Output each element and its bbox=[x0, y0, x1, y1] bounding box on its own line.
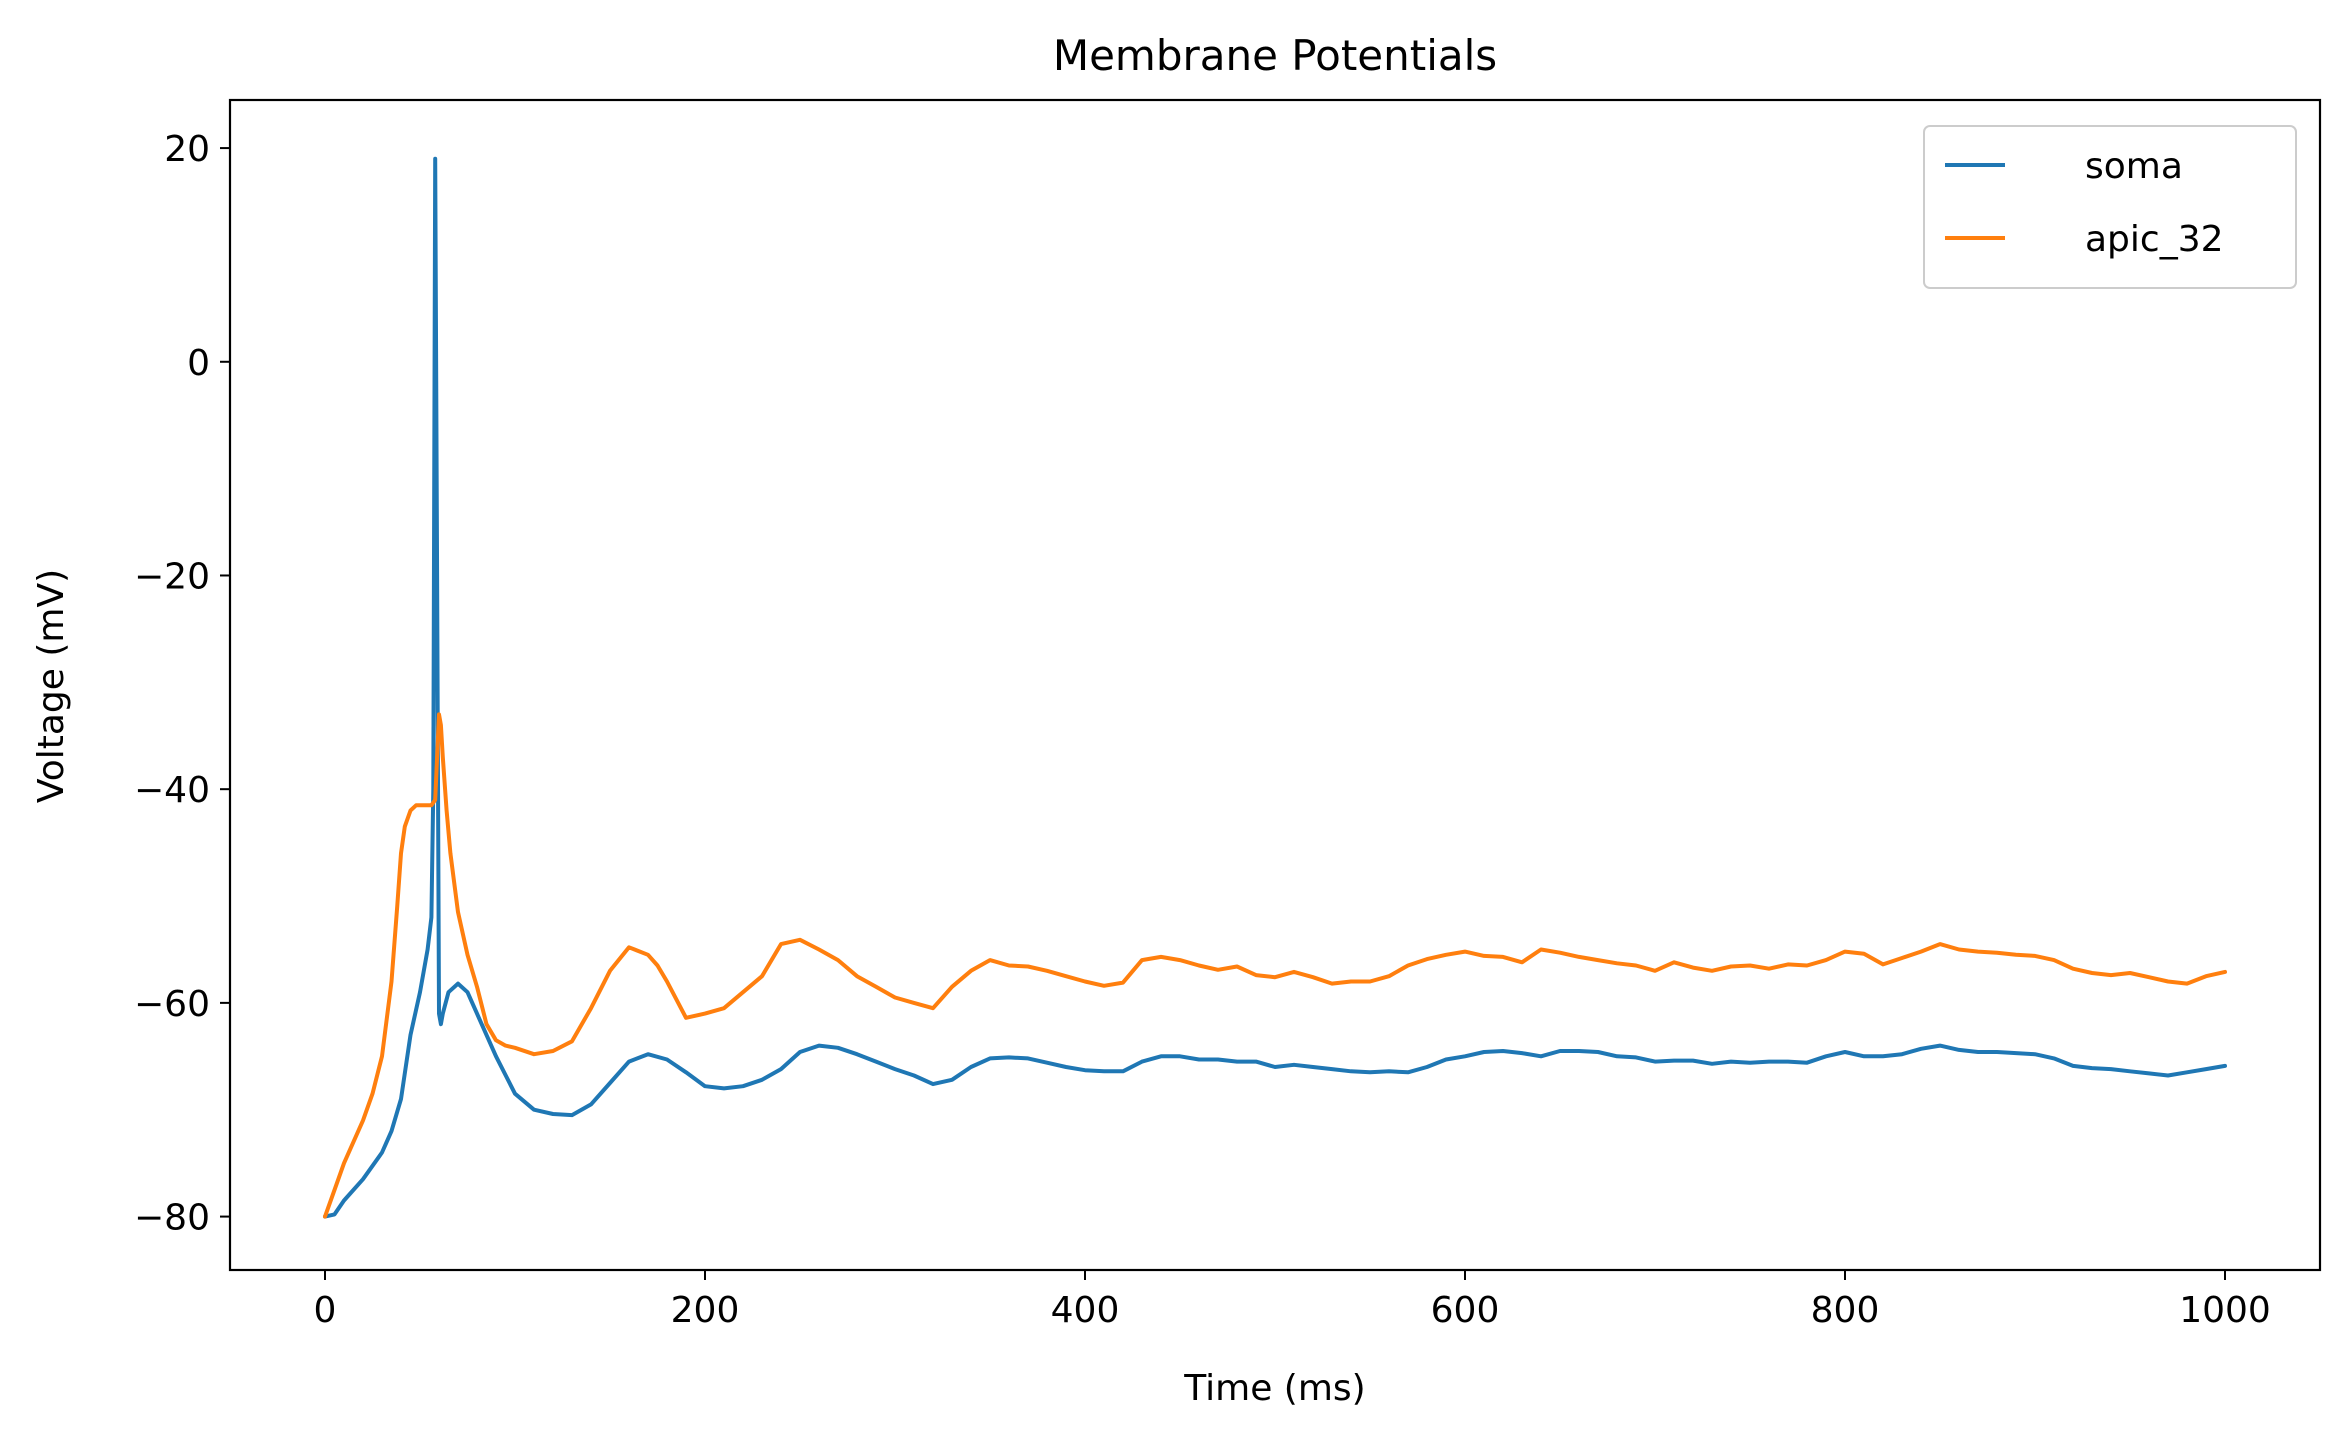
y-tick-label: −40 bbox=[134, 770, 210, 811]
x-tick-label: 400 bbox=[1051, 1290, 1120, 1331]
x-axis-label: Time (ms) bbox=[1183, 1368, 1365, 1409]
x-tick-label: 200 bbox=[671, 1290, 740, 1331]
axes-frame bbox=[228, 98, 2322, 1272]
series-line-apic_32 bbox=[323, 712, 2227, 1219]
x-tick-label: 0 bbox=[314, 1290, 337, 1331]
axis-ticks: 0 200 400 600 800 1000 −80 −60 −40 −20 0 20 bbox=[134, 129, 2271, 1331]
x-tick-label: 600 bbox=[1431, 1290, 1500, 1331]
y-tick-label: −60 bbox=[134, 984, 210, 1025]
y-tick-label: 0 bbox=[187, 343, 210, 384]
chart-title: Membrane Potentials bbox=[1053, 31, 1497, 80]
legend-frame bbox=[1923, 125, 2297, 289]
legend-label-apic_32: apic_32 bbox=[2085, 219, 2224, 260]
y-axis-label: Voltage (mV) bbox=[31, 569, 72, 803]
series-line-soma bbox=[323, 156, 2227, 1219]
plot-area bbox=[323, 156, 2227, 1219]
legend: soma apic_32 bbox=[1923, 125, 2297, 289]
x-tick-label: 800 bbox=[1811, 1290, 1880, 1331]
y-tick-label: −80 bbox=[134, 1198, 210, 1239]
y-tick-label: 20 bbox=[164, 129, 210, 170]
x-tick-label: 1000 bbox=[2179, 1290, 2271, 1331]
legend-label-soma: soma bbox=[2085, 146, 2183, 187]
y-tick-label: −20 bbox=[134, 556, 210, 597]
